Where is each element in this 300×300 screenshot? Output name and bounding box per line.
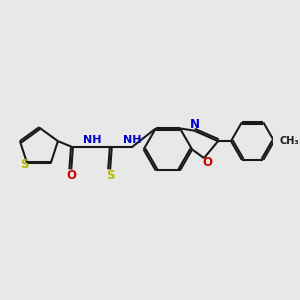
Text: S: S — [106, 169, 114, 182]
Text: O: O — [66, 169, 76, 182]
Text: NH: NH — [83, 135, 102, 145]
Text: CH₃: CH₃ — [280, 136, 300, 146]
Text: NH: NH — [123, 135, 142, 145]
Text: N: N — [190, 118, 200, 131]
Text: S: S — [20, 158, 29, 171]
Text: O: O — [202, 156, 212, 169]
